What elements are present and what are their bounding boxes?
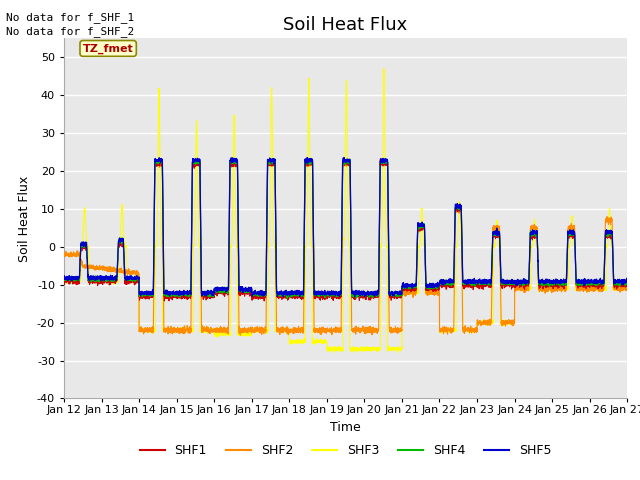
X-axis label: Time: Time xyxy=(330,421,361,434)
Y-axis label: Soil Heat Flux: Soil Heat Flux xyxy=(19,175,31,262)
Text: TZ_fmet: TZ_fmet xyxy=(83,43,134,54)
Text: No data for f_SHF_2: No data for f_SHF_2 xyxy=(6,26,134,37)
Legend: SHF1, SHF2, SHF3, SHF4, SHF5: SHF1, SHF2, SHF3, SHF4, SHF5 xyxy=(134,439,557,462)
Title: Soil Heat Flux: Soil Heat Flux xyxy=(284,16,408,34)
Text: No data for f_SHF_1: No data for f_SHF_1 xyxy=(6,12,134,23)
